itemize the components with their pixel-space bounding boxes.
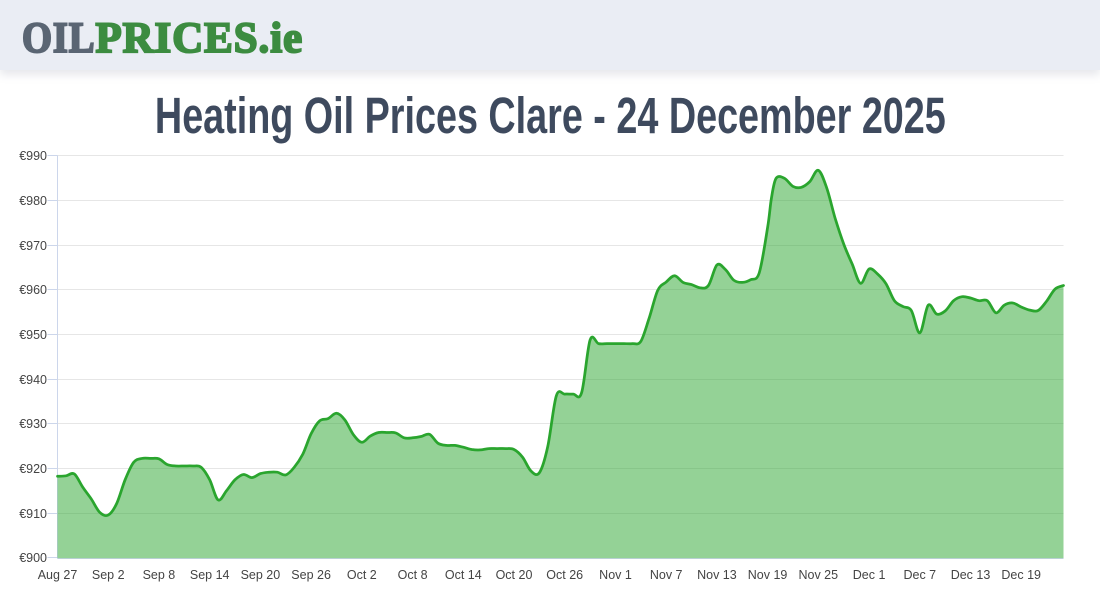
svg-text:€930: €930 bbox=[19, 417, 47, 431]
svg-text:Oct 26: Oct 26 bbox=[546, 568, 583, 582]
svg-text:Dec 7: Dec 7 bbox=[903, 568, 936, 582]
svg-text:€960: €960 bbox=[19, 283, 47, 297]
svg-text:€950: €950 bbox=[19, 328, 47, 342]
svg-text:€910: €910 bbox=[19, 507, 47, 521]
svg-text:Dec 19: Dec 19 bbox=[1001, 568, 1041, 582]
svg-text:Oct 14: Oct 14 bbox=[445, 568, 482, 582]
svg-text:€980: €980 bbox=[19, 194, 47, 208]
svg-text:Sep 14: Sep 14 bbox=[190, 568, 230, 582]
svg-text:Oct 8: Oct 8 bbox=[398, 568, 428, 582]
svg-text:€990: €990 bbox=[19, 149, 47, 163]
svg-text:Sep 20: Sep 20 bbox=[241, 568, 281, 582]
svg-text:Oct 20: Oct 20 bbox=[496, 568, 533, 582]
svg-text:Nov 1: Nov 1 bbox=[599, 568, 632, 582]
svg-text:€920: €920 bbox=[19, 462, 47, 476]
svg-text:Aug 27: Aug 27 bbox=[38, 568, 78, 582]
svg-text:Dec 13: Dec 13 bbox=[951, 568, 991, 582]
svg-text:Nov 19: Nov 19 bbox=[748, 568, 788, 582]
svg-text:Sep 26: Sep 26 bbox=[291, 568, 331, 582]
svg-text:Nov 7: Nov 7 bbox=[650, 568, 683, 582]
svg-text:€940: €940 bbox=[19, 373, 47, 387]
svg-text:€970: €970 bbox=[19, 239, 47, 253]
svg-text:Nov 13: Nov 13 bbox=[697, 568, 737, 582]
svg-text:Sep 2: Sep 2 bbox=[92, 568, 125, 582]
svg-text:Nov 25: Nov 25 bbox=[798, 568, 838, 582]
svg-text:Dec 1: Dec 1 bbox=[853, 568, 886, 582]
svg-text:Oct 2: Oct 2 bbox=[347, 568, 377, 582]
svg-text:€900: €900 bbox=[19, 551, 47, 565]
svg-text:Sep 8: Sep 8 bbox=[143, 568, 176, 582]
